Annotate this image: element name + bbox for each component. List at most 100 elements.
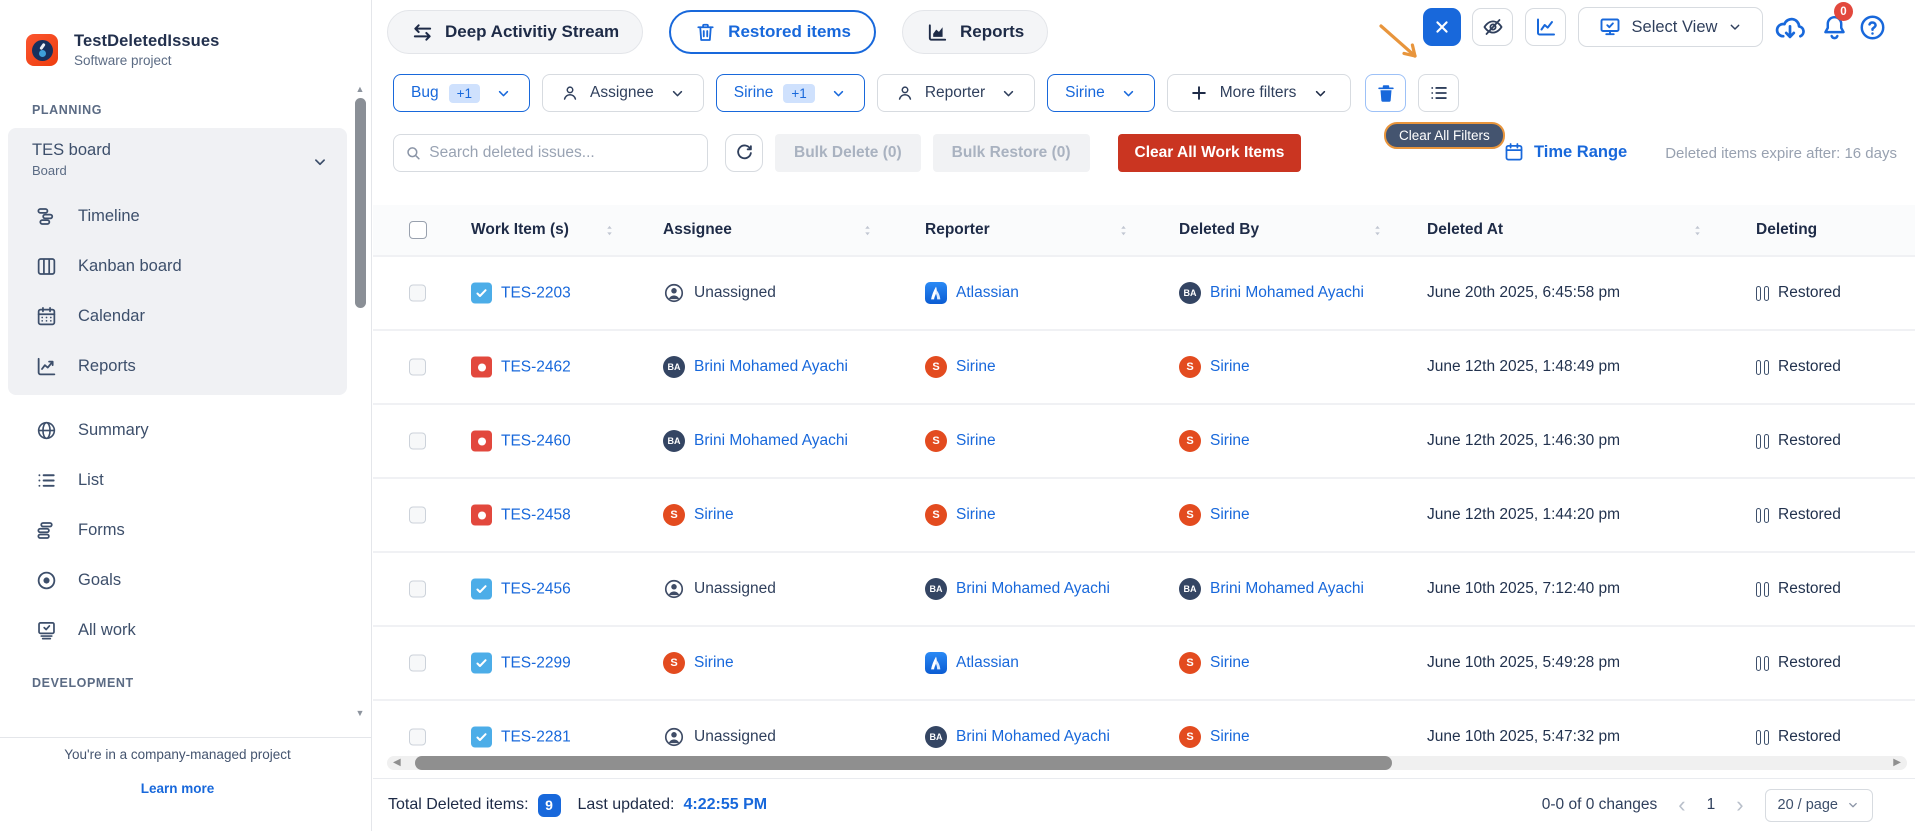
filter-pill-reporter[interactable]: Reporter <box>876 74 1036 112</box>
page-size-select[interactable]: 20 / page <box>1764 788 1873 822</box>
row-checkbox[interactable] <box>409 432 426 450</box>
reporter-name[interactable]: Brini Mohamed Ayachi <box>956 728 1110 745</box>
sidebar-scroll-up[interactable]: ▲ <box>355 84 365 94</box>
row-checkbox[interactable] <box>409 358 426 376</box>
select-all-checkbox[interactable] <box>409 221 427 239</box>
tab-deep-activitiy-stream[interactable]: Deep Activitiy Stream <box>387 10 644 54</box>
work-item-link[interactable]: TES-2299 <box>501 654 571 671</box>
column-header-reporter[interactable]: Reporter <box>925 221 1131 239</box>
scroll-right-arrow[interactable]: ▶ <box>1893 757 1901 768</box>
help-icon[interactable] <box>1857 12 1888 43</box>
column-header-work-item-s[interactable]: Work Item (s) <box>471 221 617 239</box>
learn-more-link[interactable]: Learn more <box>140 781 215 796</box>
sidebar-item-summary[interactable]: Summary <box>0 405 371 455</box>
work-item-link[interactable]: TES-2203 <box>501 284 571 301</box>
hide-view-button[interactable] <box>1472 8 1513 46</box>
reporter-name[interactable]: Sirine <box>956 358 996 375</box>
sidebar-item-goals[interactable]: Goals <box>0 555 371 605</box>
person-icon <box>560 83 580 103</box>
sidebar-item-list[interactable]: List <box>0 455 371 505</box>
sidebar-scrollbar-thumb[interactable] <box>355 98 366 308</box>
work-item-link[interactable]: TES-2462 <box>501 358 571 375</box>
row-checkbox[interactable] <box>409 580 426 598</box>
filter-pill-sirine[interactable]: Sirine +1 <box>715 74 865 112</box>
cloud-download-icon[interactable] <box>1773 10 1807 44</box>
analytics-button[interactable] <box>1525 8 1566 46</box>
work-item-link[interactable]: TES-2281 <box>501 728 571 745</box>
deleted-by-name[interactable]: Sirine <box>1210 358 1250 375</box>
scrollbar-thumb[interactable] <box>415 756 1392 770</box>
reporter-name[interactable]: Atlassian <box>956 654 1019 671</box>
project-header[interactable]: TestDeletedIssues Software project <box>26 32 219 68</box>
deleted-by-name[interactable]: Sirine <box>1210 654 1250 671</box>
filter-pill-bug[interactable]: Bug +1 <box>393 74 530 112</box>
bulk-delete-button[interactable]: Bulk Delete (0) <box>775 134 921 172</box>
work-item-link[interactable]: TES-2460 <box>501 432 571 449</box>
deleted-by-cell: BA Brini Mohamed Ayachi <box>1179 578 1385 600</box>
row-checkbox[interactable] <box>409 654 426 672</box>
select-view-dropdown[interactable]: Select View <box>1578 7 1763 47</box>
column-header-deleted-by[interactable]: Deleted By <box>1179 221 1385 239</box>
reporter-name[interactable]: Sirine <box>956 506 996 523</box>
prev-page-button[interactable]: ‹ <box>1678 792 1686 817</box>
sidebar-item-timeline[interactable]: Timeline <box>8 191 347 241</box>
row-checkbox[interactable] <box>409 284 426 302</box>
assignee-name[interactable]: Sirine <box>694 654 734 671</box>
tab-reports[interactable]: Reports <box>902 10 1049 54</box>
reporter-name[interactable]: Atlassian <box>956 284 1019 301</box>
column-header-deleting[interactable]: Deleting <box>1756 221 1817 239</box>
assignee-name[interactable]: Brini Mohamed Ayachi <box>694 358 848 375</box>
search-input[interactable] <box>429 144 697 162</box>
managed-project-note: You're in a company-managed project <box>64 747 291 762</box>
deleted-by-name[interactable]: Sirine <box>1210 728 1250 745</box>
deleted-by-name[interactable]: Sirine <box>1210 432 1250 449</box>
next-page-button[interactable]: › <box>1736 792 1744 817</box>
bulk-restore-button[interactable]: Bulk Restore (0) <box>932 134 1090 172</box>
tab-label: Restored items <box>728 22 851 41</box>
list-view-button[interactable] <box>1418 74 1460 112</box>
scroll-left-arrow[interactable]: ◀ <box>393 757 401 768</box>
sidebar-item-kanban-board[interactable]: Kanban board <box>8 241 347 291</box>
work-item-cell: TES-2460 <box>471 430 617 452</box>
assignee-name[interactable]: Brini Mohamed Ayachi <box>694 432 848 449</box>
current-page[interactable]: 1 <box>1706 796 1716 813</box>
sidebar-item-calendar[interactable]: Calendar <box>8 291 347 341</box>
status-text: Restored <box>1778 432 1841 449</box>
board-switcher[interactable]: TES board Board <box>8 141 347 178</box>
reporter-name[interactable]: Sirine <box>956 432 996 449</box>
tab-restored-items[interactable]: Restored items <box>669 10 876 54</box>
sidebar-item-all-work[interactable]: All work <box>0 605 371 655</box>
reporter-name[interactable]: Brini Mohamed Ayachi <box>956 580 1110 597</box>
sidebar-scroll-down[interactable]: ▼ <box>355 708 365 718</box>
filter-pill-assignee[interactable]: Assignee <box>542 74 704 112</box>
clear-all-work-items-button[interactable]: Clear All Work Items <box>1117 134 1302 172</box>
refresh-button[interactable] <box>725 134 763 172</box>
row-checkbox[interactable] <box>409 728 426 746</box>
deleted-by-name[interactable]: Brini Mohamed Ayachi <box>1210 284 1364 301</box>
deleted-by-name[interactable]: Brini Mohamed Ayachi <box>1210 580 1364 597</box>
work-item-link[interactable]: TES-2456 <box>501 580 571 597</box>
sidebar: TestDeletedIssues Software project PLANN… <box>0 0 372 831</box>
deleted-by-name[interactable]: Sirine <box>1210 506 1250 523</box>
chevron-down-icon[interactable] <box>311 153 329 171</box>
row-checkbox[interactable] <box>409 506 426 524</box>
planning-section-label: PLANNING <box>32 103 103 117</box>
column-header-deleted-at[interactable]: Deleted At <box>1427 221 1705 239</box>
sidebar-item-forms[interactable]: Forms <box>0 505 371 555</box>
sidebar-item-reports[interactable]: Reports <box>8 341 347 391</box>
sort-icon <box>1690 223 1705 238</box>
chevron-down-icon <box>1846 798 1860 812</box>
time-range-button[interactable]: Time Range <box>1503 141 1627 163</box>
clear-filters-button[interactable] <box>1365 74 1407 112</box>
page-size-value: 20 / page <box>1777 797 1838 813</box>
work-item-link[interactable]: TES-2458 <box>501 506 571 523</box>
filter-pill-sirine[interactable]: Sirine <box>1047 74 1155 112</box>
assignee-name[interactable]: Sirine <box>694 506 734 523</box>
more-filters-button[interactable]: More filters <box>1166 74 1352 112</box>
column-header-assignee[interactable]: Assignee <box>663 221 875 239</box>
close-panel-button[interactable] <box>1423 8 1461 46</box>
status-text: Restored <box>1778 580 1841 597</box>
reporter-cell: S Sirine <box>925 356 1131 378</box>
search-box[interactable] <box>393 134 708 172</box>
status-text: Restored <box>1778 728 1841 745</box>
